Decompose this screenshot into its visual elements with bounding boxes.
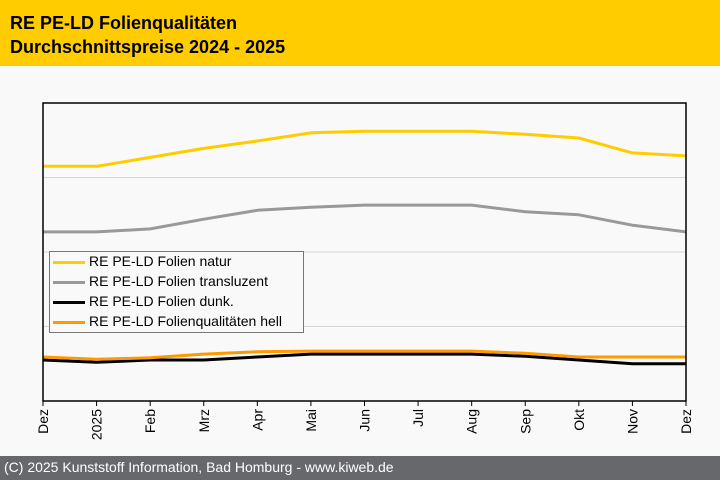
x-tick-label: Apr [249, 409, 265, 431]
x-tick-label: 2025 [89, 409, 105, 440]
chart-title-line1: RE PE-LD Folienqualitäten [10, 13, 238, 33]
series-line-2 [43, 203, 687, 234]
x-tick-label: Feb [142, 409, 158, 433]
copyright-text: (C) 2025 Kunststoff Information, Bad Hom… [4, 459, 394, 475]
x-tick-label: Okt [571, 409, 587, 431]
x-tick-label: Mrz [196, 409, 212, 432]
x-tick-label: Jul [410, 409, 426, 427]
legend-item: RE PE-LD Folien dunk. [50, 292, 303, 312]
legend-swatch [53, 281, 85, 284]
series-line-3 [42, 352, 686, 366]
legend-swatch [53, 261, 85, 264]
x-tick-label: Jun [357, 409, 373, 432]
legend-item: RE PE-LD Folien natur [50, 252, 303, 272]
legend-label: RE PE-LD Folien dunk. [89, 293, 234, 309]
x-tick-label: Dez [35, 409, 51, 434]
legend-item: RE PE-LD Folien transluzent [50, 272, 303, 292]
header-banner: RE PE-LD Folienqualitäten Durchschnittsp… [0, 0, 720, 66]
legend-item: RE PE-LD Folienqualitäten hell [50, 312, 303, 332]
legend-swatch [53, 321, 85, 324]
series-line-4 [42, 349, 686, 361]
x-tick-label: Dez [678, 409, 694, 434]
legend-label: RE PE-LD Folienqualitäten hell [89, 313, 282, 329]
x-tick-label: Aug [464, 409, 480, 434]
series-line-1 [43, 129, 687, 168]
x-tick-label: Mai [303, 409, 319, 432]
chart-title-line2: Durchschnittspreise 2024 - 2025 [10, 37, 286, 57]
x-tick-label: Sep [517, 409, 533, 434]
chart-legend: RE PE-LD Folien natur RE PE-LD Folien tra… [49, 251, 304, 333]
legend-label: RE PE-LD Folien natur [89, 253, 232, 269]
x-tick-label: Nov [624, 409, 640, 434]
legend-swatch [53, 301, 85, 304]
footer-bar: (C) 2025 Kunststoff Information, Bad Hom… [0, 456, 720, 480]
legend-label: RE PE-LD Folien transluzent [89, 273, 268, 289]
